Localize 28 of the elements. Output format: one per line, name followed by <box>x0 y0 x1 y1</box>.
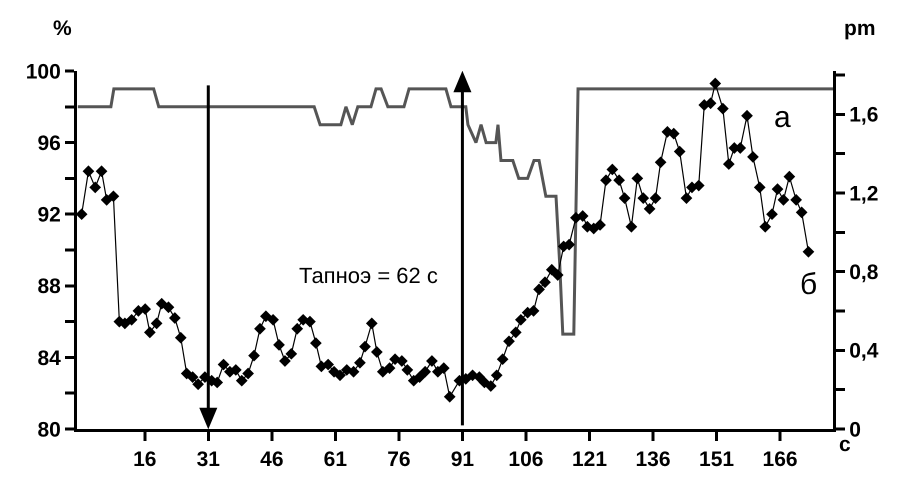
y2-axis-title: pm <box>844 17 876 40</box>
y2-tick-label: 1,2 <box>849 182 878 206</box>
y-tick-label: 96 <box>37 132 61 155</box>
y2-tick-label: 1,6 <box>849 104 878 127</box>
y-tick-label: 88 <box>37 275 62 298</box>
series-label: б <box>800 268 818 301</box>
x-tick-label: 16 <box>133 448 156 472</box>
y2-tick-label: 0,8 <box>849 260 879 284</box>
y2-tick-label: 0,4 <box>849 340 879 363</box>
x-tick-label: 106 <box>508 448 544 472</box>
x-tick-label: 61 <box>324 448 348 472</box>
x-tick-label: 136 <box>635 448 671 472</box>
y-tick-label: 92 <box>37 204 61 227</box>
annotation: Тапноэ = 62 с <box>299 263 438 288</box>
y2-tick-label: 0 <box>849 418 861 442</box>
x-tick-label: 121 <box>572 448 608 472</box>
x-tick-label: 46 <box>260 448 284 472</box>
y-tick-label: 100 <box>26 60 61 84</box>
x-tick-label: 166 <box>762 448 798 472</box>
y-tick-label: 84 <box>37 346 62 370</box>
x-axis-title: c <box>839 433 851 456</box>
x-tick-label: 91 <box>450 448 474 472</box>
x-tick-label: 31 <box>196 448 220 472</box>
y-tick-label: 80 <box>37 418 61 442</box>
y-axis-title: % <box>53 17 72 40</box>
series-label: а <box>774 101 791 134</box>
x-tick-label: 151 <box>699 448 734 472</box>
x-tick-label: 76 <box>387 448 411 472</box>
